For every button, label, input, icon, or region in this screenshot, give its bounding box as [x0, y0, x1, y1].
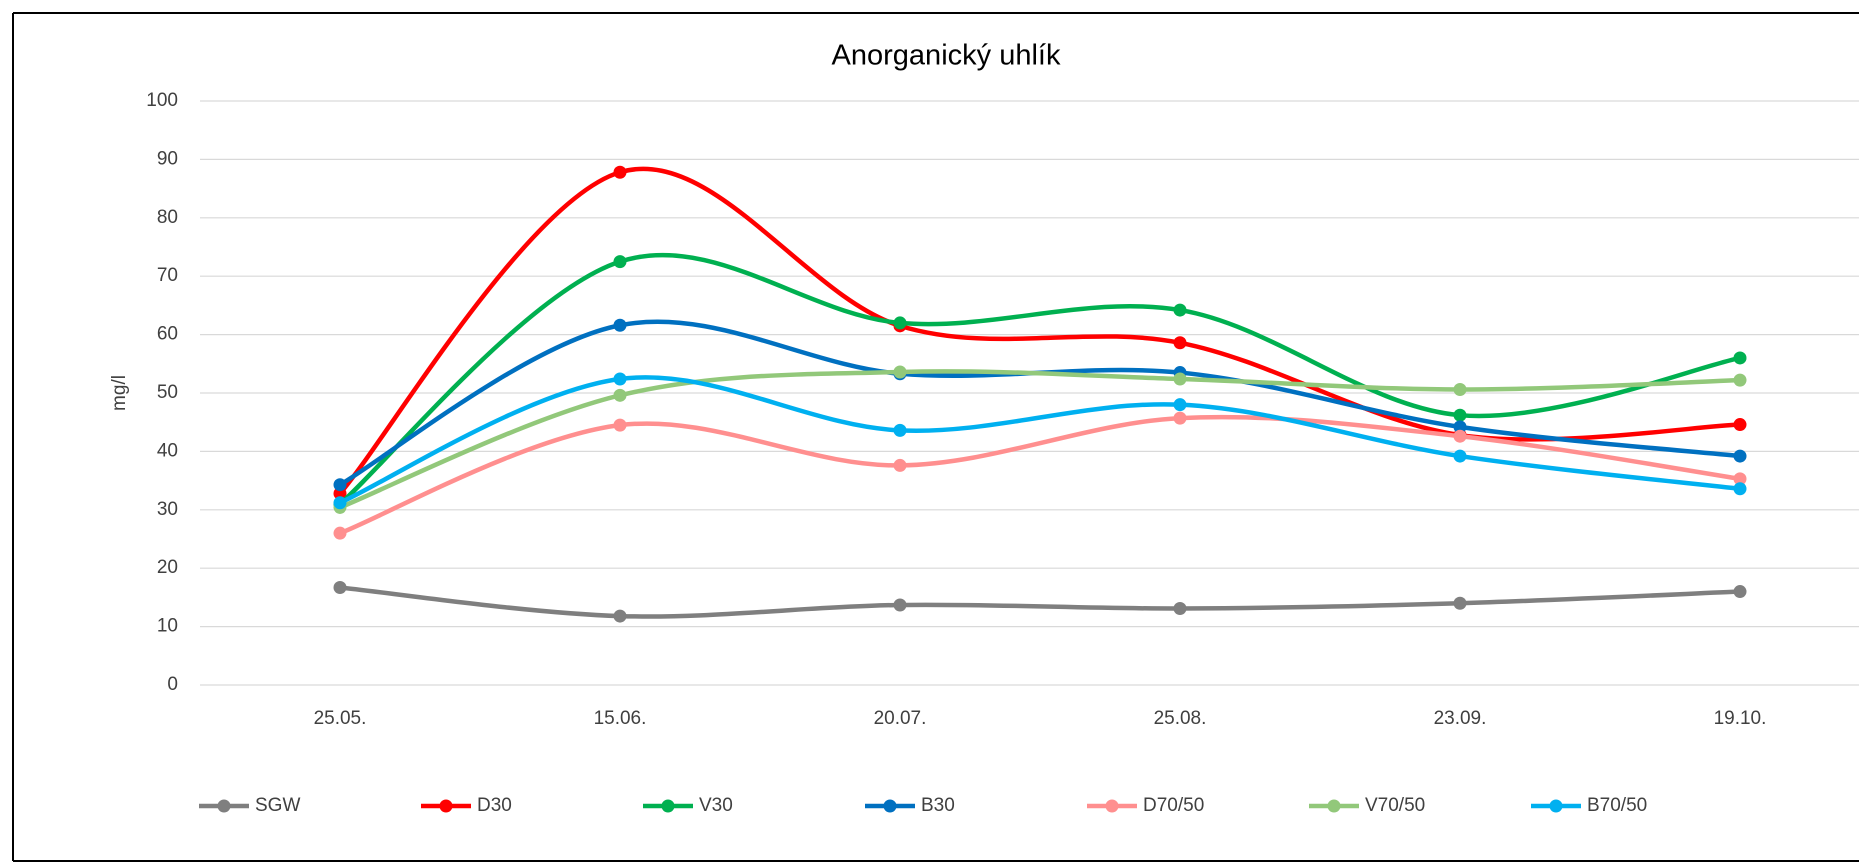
- legend-label: B30: [921, 795, 955, 816]
- y-tick-label: 80: [157, 207, 178, 228]
- series-line: [337, 252, 1743, 507]
- data-point: [613, 418, 627, 432]
- x-tick-label: 23.09.: [1434, 708, 1487, 729]
- data-point: [1733, 373, 1747, 387]
- data-point: [893, 423, 907, 437]
- data-point: [333, 580, 347, 594]
- data-point: [333, 478, 347, 492]
- data-point: [613, 388, 627, 402]
- data-point: [1733, 418, 1747, 432]
- legend-label: B70/50: [1587, 795, 1647, 816]
- legend-marker: [661, 799, 675, 813]
- y-tick-label: 90: [157, 148, 178, 169]
- data-point: [1733, 472, 1747, 486]
- series-line: [337, 414, 1743, 536]
- data-point: [1733, 351, 1747, 365]
- series-line: [337, 369, 1743, 510]
- data-point: [1173, 372, 1187, 386]
- legend-label: SGW: [255, 795, 300, 816]
- data-point: [613, 318, 627, 332]
- data-point: [1173, 411, 1187, 425]
- data-point: [613, 165, 627, 179]
- y-tick-label: 30: [157, 499, 178, 520]
- data-point: [1453, 429, 1467, 443]
- y-axis-label: mg/l: [109, 375, 130, 411]
- y-tick-label: 60: [157, 324, 178, 345]
- y-tick-label: 10: [157, 616, 178, 637]
- legend-label: D30: [477, 795, 512, 816]
- series-line: [337, 319, 1743, 487]
- y-tick-label: 20: [157, 557, 178, 578]
- data-point: [893, 458, 907, 472]
- data-point: [613, 255, 627, 269]
- x-tick-label: 25.05.: [314, 708, 367, 729]
- data-point: [1733, 482, 1747, 496]
- x-tick-label: 25.08.: [1154, 708, 1207, 729]
- legend-marker: [1327, 799, 1341, 813]
- legend-label: V70/50: [1365, 795, 1425, 816]
- legend-label: V30: [699, 795, 733, 816]
- legend-marker: [439, 799, 453, 813]
- data-point: [1733, 449, 1747, 463]
- y-tick-label: 100: [146, 90, 178, 111]
- legend-marker: [883, 799, 897, 813]
- data-point: [1453, 449, 1467, 463]
- data-point: [1453, 382, 1467, 396]
- data-point: [1173, 336, 1187, 350]
- legend-marker: [1105, 799, 1119, 813]
- x-tick-label: 15.06.: [594, 708, 647, 729]
- y-tick-label: 40: [157, 440, 178, 461]
- y-tick-label: 0: [167, 674, 178, 695]
- data-point: [1453, 408, 1467, 422]
- data-point: [333, 526, 347, 540]
- series-line: [337, 585, 1743, 619]
- data-point: [613, 609, 627, 623]
- data-point: [1733, 585, 1747, 599]
- data-point: [1173, 398, 1187, 412]
- y-tick-label: 50: [157, 382, 178, 403]
- data-point: [893, 598, 907, 612]
- legend-marker: [1549, 799, 1563, 813]
- legend-label: D70/50: [1143, 795, 1204, 816]
- x-tick-label: 19.10.: [1714, 708, 1767, 729]
- data-point: [1453, 420, 1467, 434]
- legend-marker: [217, 799, 231, 813]
- data-point: [893, 316, 907, 330]
- series-line: [337, 375, 1743, 506]
- data-point: [333, 496, 347, 510]
- data-point: [893, 365, 907, 379]
- x-tick-label: 20.07.: [874, 708, 927, 729]
- data-point: [1453, 596, 1467, 610]
- data-point: [1173, 303, 1187, 317]
- chart-title: Anorganický uhlík: [832, 40, 1061, 72]
- y-tick-label: 70: [157, 265, 178, 286]
- data-point: [1173, 601, 1187, 615]
- data-point: [613, 372, 627, 386]
